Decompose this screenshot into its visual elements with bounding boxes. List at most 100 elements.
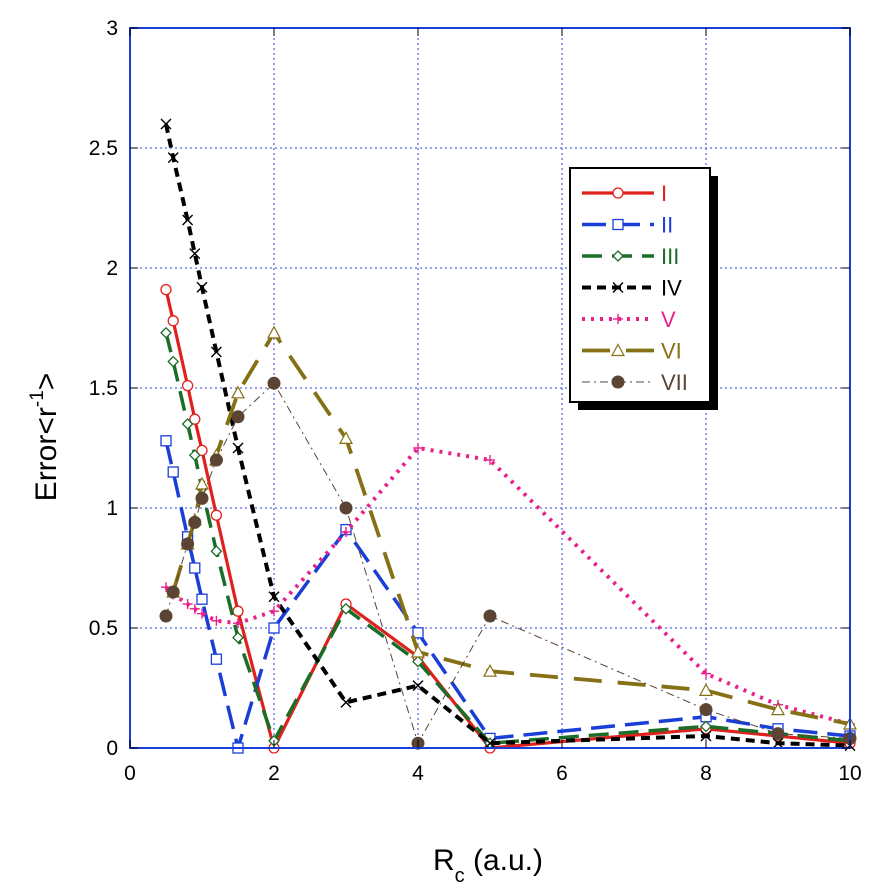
data-point <box>182 214 194 226</box>
legend-label: VI <box>661 339 682 364</box>
data-point <box>268 622 280 634</box>
data-point <box>698 683 714 697</box>
series-line <box>164 289 851 750</box>
data-point <box>484 737 496 749</box>
data-point <box>232 442 244 454</box>
data-point <box>196 444 208 457</box>
legend-marker <box>612 282 624 293</box>
data-point <box>266 325 282 339</box>
data-point <box>410 644 426 658</box>
data-point <box>182 599 193 609</box>
x-tick-label: 10 <box>838 762 861 785</box>
legend-marker <box>611 375 625 389</box>
data-point <box>482 663 498 677</box>
series-line <box>164 332 851 745</box>
y-tick-label: 2.5 <box>89 137 118 160</box>
data-point <box>232 631 244 644</box>
data-point <box>195 491 209 505</box>
data-point <box>210 545 223 558</box>
data-point <box>181 537 195 551</box>
legend-marker <box>612 250 624 262</box>
x-tick-label: 6 <box>556 762 568 785</box>
data-point <box>189 603 200 614</box>
legend-marker <box>610 343 626 357</box>
data-point <box>771 727 785 741</box>
data-point <box>412 680 424 692</box>
series-VII <box>159 376 857 750</box>
axis-ticks: 0 2 4 6 8 10 0 0.5 1 1.5 2 2.5 3 <box>89 17 862 785</box>
x-tick-label: 8 <box>700 762 712 785</box>
data-point <box>196 281 208 293</box>
data-point <box>485 455 495 465</box>
grid-lines <box>130 28 850 748</box>
data-point <box>230 385 246 399</box>
legend-marker <box>613 314 623 324</box>
data-point <box>338 431 354 444</box>
data-point <box>700 730 712 742</box>
legend-entry: VII <box>582 370 688 395</box>
data-point <box>232 605 244 617</box>
series-line <box>164 446 851 726</box>
data-point <box>267 376 281 390</box>
data-point <box>210 346 222 358</box>
data-point <box>269 606 279 617</box>
legend-label: V <box>661 307 676 332</box>
legend-marker <box>612 218 624 231</box>
y-tick-label: 0.5 <box>89 617 118 640</box>
x-axis-title: Rc (a.u.) <box>433 844 543 887</box>
data-point <box>412 655 424 668</box>
data-point <box>181 379 194 392</box>
data-point <box>211 615 222 626</box>
data-point <box>188 515 202 529</box>
series-layer <box>159 118 858 754</box>
x-tick-label: 2 <box>268 762 280 785</box>
legend-label: I <box>661 181 667 206</box>
y-tick-label: 3 <box>106 17 118 40</box>
legend-entry: V <box>582 307 676 332</box>
data-point <box>160 118 172 130</box>
y-tick-label: 2 <box>106 257 118 280</box>
data-point <box>189 562 201 574</box>
data-point <box>233 618 243 629</box>
data-point <box>181 418 194 430</box>
legend-label: III <box>661 244 679 269</box>
data-point <box>160 326 172 339</box>
x-tick-label: 4 <box>412 762 424 785</box>
legend-label: VII <box>661 370 688 395</box>
legend-label: II <box>661 213 673 238</box>
legend-marker <box>612 187 624 199</box>
data-point <box>189 248 201 260</box>
data-point <box>167 466 179 478</box>
x-tick-label: 0 <box>124 762 136 785</box>
data-point <box>700 720 712 733</box>
data-point <box>167 355 180 368</box>
data-point <box>209 453 223 467</box>
data-point <box>197 608 207 619</box>
y-tick-label: 1.5 <box>89 377 118 400</box>
data-point <box>188 449 201 462</box>
data-point <box>340 602 352 615</box>
data-point <box>268 591 280 603</box>
legend-label: IV <box>661 276 682 301</box>
y-axis-title: Error<r-1> <box>27 373 63 502</box>
data-point <box>210 509 223 521</box>
data-point <box>159 609 173 623</box>
data-point <box>194 476 210 490</box>
data-point <box>341 527 351 537</box>
data-point <box>167 152 179 164</box>
data-point <box>772 737 784 749</box>
data-point <box>699 703 713 717</box>
data-point <box>167 315 179 327</box>
data-point <box>160 435 172 447</box>
data-point <box>701 668 711 679</box>
data-point <box>189 413 201 425</box>
data-point <box>196 593 208 605</box>
data-point <box>210 653 223 665</box>
data-point <box>231 410 245 424</box>
legend-entry: I <box>582 181 667 206</box>
legend-entry: III <box>582 244 679 269</box>
series-line <box>164 123 851 748</box>
legend-entry: IV <box>582 276 682 301</box>
